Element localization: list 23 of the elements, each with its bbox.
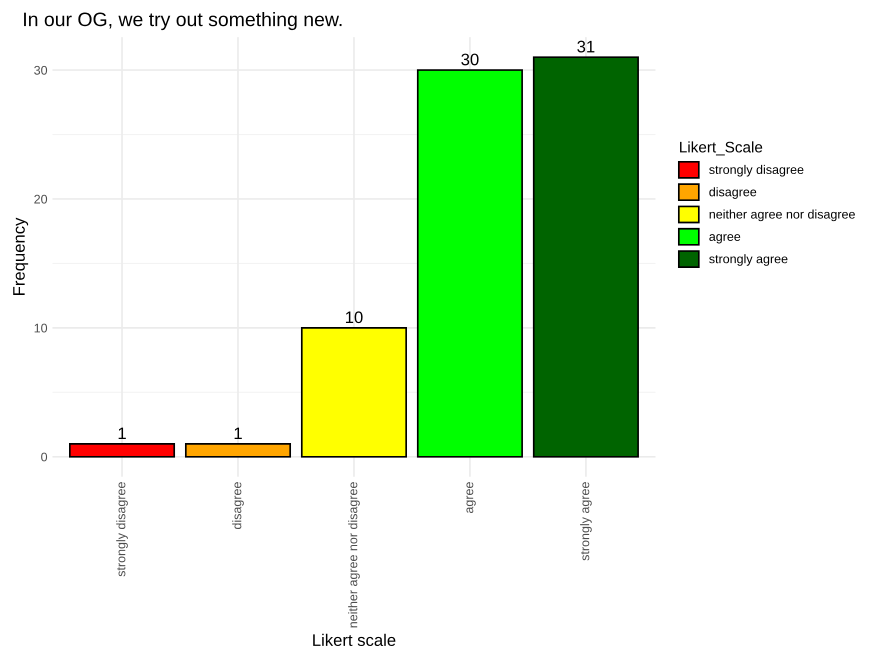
legend-label: disagree	[709, 187, 756, 199]
y-tick-label: 10	[34, 324, 48, 333]
x-tick-label: agree	[466, 482, 476, 514]
legend-label: agree	[709, 234, 740, 244]
x-tick-label: strongly agree	[580, 482, 592, 560]
y-tick-label: 20	[34, 194, 48, 204]
data-label: 31	[577, 40, 594, 52]
y-tick-label: 30	[34, 66, 48, 75]
legend-label: neither agree nor disagree	[710, 210, 855, 222]
legend-label: strongly disagree	[709, 164, 804, 177]
chart-title: In our OG, we try out something new.	[24, 12, 342, 30]
legend-title: Likert_Scale	[680, 141, 762, 156]
y-tick-label: 0	[41, 452, 48, 462]
legend-label: strongly agree	[709, 254, 788, 266]
y-axis-title: Frequency	[13, 218, 28, 295]
x-tick-label: neither agree nor disagree	[348, 482, 360, 628]
data-label: 1	[234, 428, 242, 440]
data-label: 10	[346, 311, 363, 324]
x-axis-title: Likert scale	[313, 634, 396, 646]
x-tick-label: strongly disagree	[116, 482, 128, 576]
x-tick-label: disagree	[232, 482, 244, 530]
data-label: 1	[118, 428, 126, 440]
data-label: 30	[461, 54, 479, 66]
